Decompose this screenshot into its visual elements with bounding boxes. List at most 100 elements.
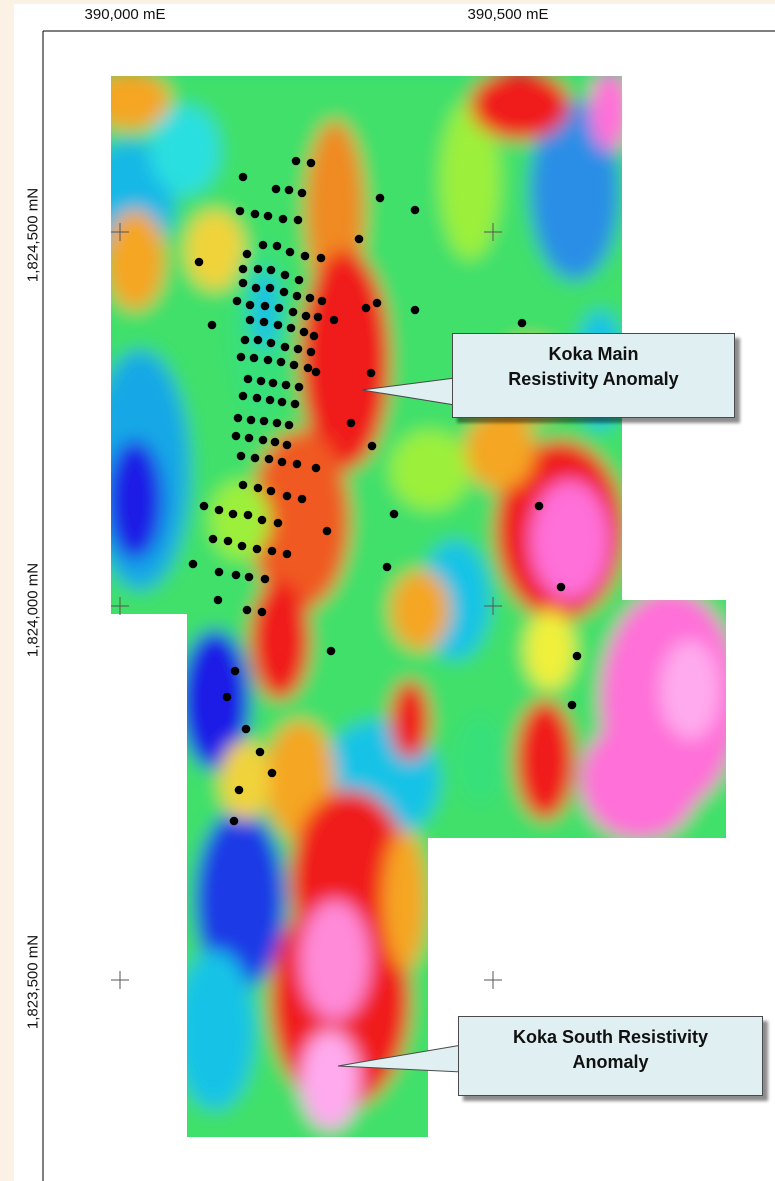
drillhole-collar bbox=[230, 666, 240, 676]
drillhole-collar bbox=[346, 418, 356, 428]
drillhole-collar bbox=[265, 395, 275, 405]
drillhole-collar bbox=[517, 318, 527, 328]
drillhole-collar bbox=[260, 574, 270, 584]
drillhole-collar bbox=[235, 206, 245, 216]
drillhole-collar bbox=[266, 265, 276, 275]
drillhole-collar bbox=[258, 240, 268, 250]
drillhole-collar bbox=[260, 301, 270, 311]
drillhole-collar bbox=[292, 459, 302, 469]
drillhole-collar bbox=[293, 215, 303, 225]
drillhole-collar bbox=[316, 253, 326, 263]
drillhole-collar bbox=[291, 156, 301, 166]
drillhole-collar bbox=[282, 491, 292, 501]
koka-south-callout: Koka South Resistivity Anomaly bbox=[458, 1016, 763, 1096]
drillhole-collar bbox=[245, 315, 255, 325]
drillhole-collar bbox=[265, 283, 275, 293]
drillhole-collar bbox=[256, 376, 266, 386]
drillhole-collar bbox=[245, 300, 255, 310]
drillhole-collar bbox=[284, 185, 294, 195]
drillhole-collar bbox=[229, 816, 239, 826]
koka-south-callout-line1: Koka South Resistivity bbox=[512, 1027, 709, 1047]
drillhole-collar bbox=[238, 264, 248, 274]
drillhole-collar bbox=[228, 509, 238, 519]
drillhole-collar bbox=[213, 595, 223, 605]
drillhole-collar bbox=[234, 785, 244, 795]
drillhole-collar bbox=[233, 413, 243, 423]
grid-crosshairs bbox=[111, 223, 502, 989]
koka-main-callout-line2: Resistivity Anomaly bbox=[508, 369, 679, 389]
drillhole-collar bbox=[290, 399, 300, 409]
drillhole-collar bbox=[306, 158, 316, 168]
drillhole-collar bbox=[382, 562, 392, 572]
drillhole-collar bbox=[572, 651, 582, 661]
drillhole-collar bbox=[241, 724, 251, 734]
drillhole-collars bbox=[188, 156, 582, 826]
drillhole-collar bbox=[243, 510, 253, 520]
drillhole-collar bbox=[252, 393, 262, 403]
drillhole-collar bbox=[240, 335, 250, 345]
koka-main-callout: Koka Main Resistivity Anomaly bbox=[452, 333, 735, 418]
drillhole-collar bbox=[259, 317, 269, 327]
drillhole-collar bbox=[231, 431, 241, 441]
drillhole-collar bbox=[273, 518, 283, 528]
drillhole-collar bbox=[199, 501, 209, 511]
drillhole-collar bbox=[282, 440, 292, 450]
drillhole-collar bbox=[297, 494, 307, 504]
drillhole-collar bbox=[266, 338, 276, 348]
drillhole-collar bbox=[266, 486, 276, 496]
drillhole-collar bbox=[311, 463, 321, 473]
drillhole-collar bbox=[280, 342, 290, 352]
drillhole-collar bbox=[268, 378, 278, 388]
drillhole-collar bbox=[309, 331, 319, 341]
easting-label-390500: 390,500 mE bbox=[467, 6, 549, 23]
drillhole-collar bbox=[389, 509, 399, 519]
drillhole-collar bbox=[236, 352, 246, 362]
drillhole-collar bbox=[259, 416, 269, 426]
drillhole-collar bbox=[250, 453, 260, 463]
drillhole-collar bbox=[285, 247, 295, 257]
drillhole-collar bbox=[264, 454, 274, 464]
northing-label-1823500: 1,823,500 mN bbox=[24, 934, 42, 1030]
drillhole-collar bbox=[292, 291, 302, 301]
drillhole-collar bbox=[194, 257, 204, 267]
drillhole-collar bbox=[243, 374, 253, 384]
page-margin bbox=[0, 0, 14, 1181]
drillhole-collar bbox=[556, 582, 566, 592]
drillhole-collar bbox=[297, 188, 307, 198]
drillhole-collar bbox=[214, 505, 224, 515]
drillhole-collar bbox=[300, 251, 310, 261]
drillhole-collar bbox=[329, 315, 339, 325]
drillhole-collar bbox=[284, 420, 294, 430]
drillhole-collar bbox=[250, 209, 260, 219]
drillhole-collar bbox=[274, 303, 284, 313]
drillhole-collar bbox=[326, 646, 336, 656]
drillhole-collar bbox=[244, 433, 254, 443]
drillhole-collar bbox=[222, 692, 232, 702]
drillhole-collar bbox=[361, 303, 371, 313]
drillhole-collar bbox=[279, 287, 289, 297]
drillhole-collar bbox=[251, 283, 261, 293]
drillhole-collar bbox=[244, 572, 254, 582]
drillhole-collar bbox=[249, 353, 259, 363]
drillhole-collar bbox=[188, 559, 198, 569]
drillhole-collar bbox=[288, 307, 298, 317]
drillhole-collar bbox=[277, 457, 287, 467]
drillhole-collar bbox=[567, 700, 577, 710]
drillhole-collar bbox=[223, 536, 233, 546]
drillhole-collar bbox=[253, 335, 263, 345]
page-margin-top bbox=[0, 0, 775, 4]
drillhole-collar bbox=[277, 397, 287, 407]
resistivity-grid bbox=[111, 76, 726, 1137]
drillhole-collar bbox=[534, 501, 544, 511]
drillhole-collar bbox=[236, 451, 246, 461]
drillhole-collar bbox=[299, 327, 309, 337]
drillhole-collar bbox=[293, 344, 303, 354]
northing-label-1824500: 1,824,500 mN bbox=[24, 187, 42, 283]
drillhole-collar bbox=[281, 380, 291, 390]
drillhole-collar bbox=[242, 605, 252, 615]
drillhole-collar bbox=[246, 415, 256, 425]
drillhole-collar bbox=[238, 480, 248, 490]
drillhole-collar bbox=[289, 360, 299, 370]
drillhole-collar bbox=[410, 305, 420, 315]
